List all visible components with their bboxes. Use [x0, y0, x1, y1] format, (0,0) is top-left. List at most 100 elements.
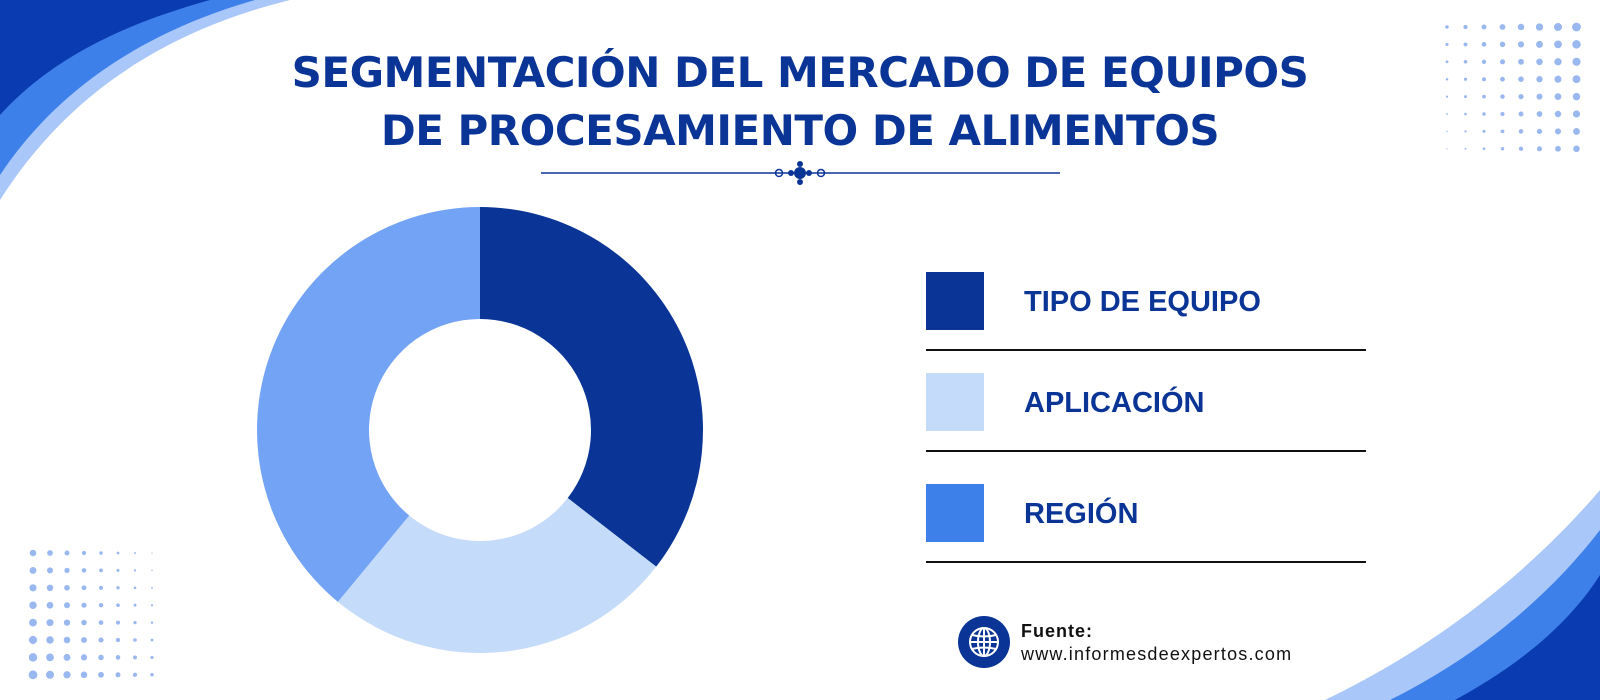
decor-dot [1554, 128, 1562, 135]
decor-dot [46, 584, 54, 592]
decor-dot [1518, 129, 1524, 134]
decor-dot [1554, 75, 1562, 83]
decor-dot [115, 637, 121, 643]
legend-swatch [926, 484, 984, 542]
decor-dot [150, 604, 154, 607]
decor-dot [1445, 60, 1449, 64]
decor-dot [1464, 130, 1467, 133]
source-block: Fuente: www.informesdeexpertos.com [958, 614, 1358, 674]
decor-dot [81, 619, 87, 626]
decor-dot [81, 550, 87, 556]
decor-dot [1482, 94, 1486, 99]
decor-dot [1536, 111, 1543, 117]
decor-dot [116, 568, 120, 572]
decor-dot [1481, 42, 1487, 47]
decor-dot [1554, 93, 1562, 100]
legend-divider [926, 349, 1366, 351]
decor-dot [29, 566, 37, 574]
decor-dot [28, 670, 38, 680]
decor-dot [63, 636, 71, 644]
decor-dot [29, 601, 37, 609]
legend-label: APLICACIÓN [1024, 387, 1205, 419]
decor-dot [1446, 130, 1448, 133]
decor-dot [1482, 129, 1486, 133]
decor-dot [1554, 58, 1562, 66]
decor-dot [1445, 25, 1449, 29]
decor-dot [1554, 40, 1562, 49]
title-divider [541, 161, 1060, 185]
decor-dot [1572, 22, 1581, 32]
decor-dot [1536, 128, 1543, 135]
legend-swatch [926, 373, 984, 431]
decor-dot [1500, 76, 1505, 82]
decor-dot [116, 551, 120, 555]
decor-dot [1554, 110, 1562, 118]
decor-dot [46, 653, 54, 662]
decor-dot [1446, 148, 1448, 150]
decor-dot [1536, 40, 1543, 48]
decor-dot [1446, 113, 1448, 115]
decor-dot [29, 549, 37, 557]
decor-dot [1555, 145, 1561, 152]
decor-dot [45, 670, 55, 679]
decor-dot [1517, 41, 1525, 48]
decor-dot [1481, 59, 1487, 64]
decor-dot [1463, 24, 1468, 30]
decor-dot [1482, 112, 1486, 116]
decor-dot [64, 584, 70, 591]
decor-dot [150, 638, 154, 642]
source-label: Fuente: [1021, 621, 1093, 641]
decor-dot [1499, 41, 1506, 48]
decor-dot [1536, 58, 1543, 66]
decor-dot [1518, 58, 1524, 65]
decor-dot [133, 586, 137, 590]
decor-dot [1464, 112, 1467, 116]
legend-label: REGIÓN [1024, 498, 1139, 530]
decor-dot [1463, 42, 1468, 47]
legend-swatch [926, 272, 984, 330]
decor-dot [46, 567, 54, 574]
decor-dot [47, 550, 53, 556]
decor-dot [63, 619, 71, 626]
dot-pattern-bottom-left [28, 549, 154, 680]
decor-dot [1500, 129, 1505, 134]
decor-dot [28, 635, 38, 645]
decor-dot [81, 602, 87, 608]
decor-dot [1536, 93, 1543, 100]
decor-dot [115, 672, 121, 678]
decor-dot [133, 603, 137, 607]
decor-dot [134, 552, 136, 554]
decor-dot [81, 568, 87, 573]
dot-pattern-top-right [1445, 22, 1581, 153]
title-line-2: DE PROCESAMIENTO DE ALIMENTOS [380, 106, 1220, 155]
title-line-1: SEGMENTACIÓN DEL MERCADO DE EQUIPOS [291, 48, 1309, 97]
decor-dot [133, 638, 137, 642]
decor-dot [28, 653, 38, 662]
decor-dot [1481, 24, 1487, 30]
decor-dot [98, 602, 104, 608]
decor-dot [1572, 110, 1581, 118]
decor-dot [64, 602, 70, 609]
decor-dot [151, 552, 153, 554]
top-left-wave-dark [0, 0, 210, 115]
decor-dot [1517, 23, 1525, 31]
decor-dot [1499, 24, 1506, 30]
decor-dot [133, 620, 137, 625]
decor-dot [98, 585, 104, 590]
decor-dot [1445, 77, 1449, 81]
decor-dot [1572, 75, 1581, 84]
decor-dot [1536, 76, 1543, 83]
decor-dot [81, 585, 87, 591]
decor-dot [81, 637, 87, 643]
decor-dot [151, 569, 153, 572]
decor-dot [1572, 40, 1581, 49]
decor-dot [1500, 147, 1505, 151]
decor-dot [116, 603, 120, 608]
decor-dot [80, 654, 88, 661]
page-title: SEGMENTACIÓN DEL MERCADO DE EQUIPOS DE P… [250, 44, 1350, 160]
decor-dot [1518, 93, 1524, 100]
decor-dot [1445, 42, 1449, 46]
decor-dot [64, 550, 70, 556]
decor-dot [1499, 59, 1506, 65]
